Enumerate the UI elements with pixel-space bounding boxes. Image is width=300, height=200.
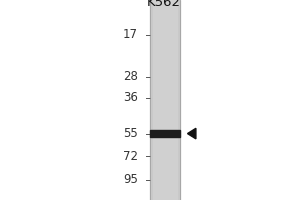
Text: 72: 72: [123, 150, 138, 163]
Bar: [153, 0, 177, 200]
Text: 28: 28: [123, 70, 138, 83]
Text: 55: 55: [123, 127, 138, 140]
Text: K562: K562: [146, 0, 181, 9]
Text: 95: 95: [123, 173, 138, 186]
Text: 17: 17: [123, 28, 138, 41]
Bar: [150, 0, 180, 200]
Bar: [150, 130, 180, 137]
Polygon shape: [188, 128, 196, 139]
Text: 36: 36: [123, 91, 138, 104]
